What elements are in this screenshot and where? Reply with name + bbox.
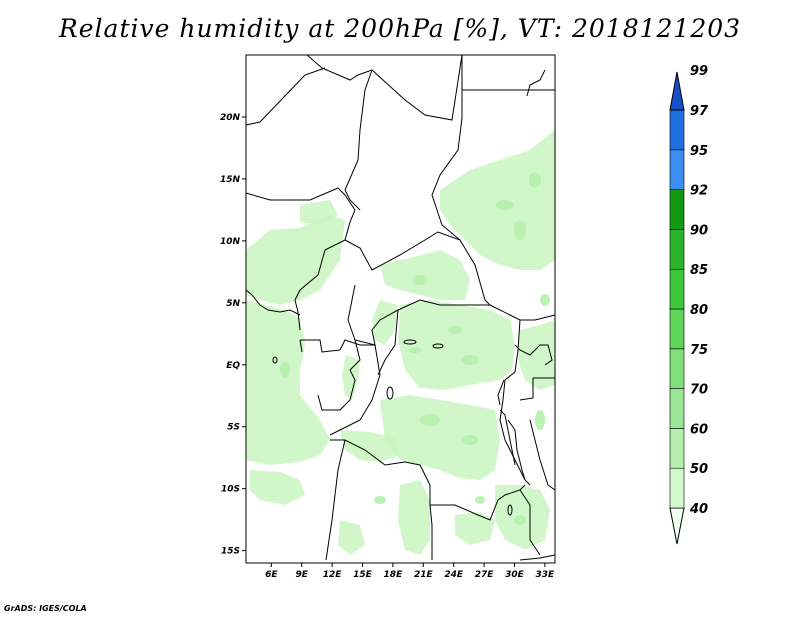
humidity-area [372,300,398,345]
humidity-area [398,300,515,390]
humidity-area [250,470,305,505]
lat-tick-label: 20N [220,113,241,123]
map-title: Relative humidity at 200hPa [%], VT: 201… [58,14,742,43]
map-frame [245,54,556,564]
humidity-area [340,430,400,462]
colorbar-label: 50 [690,462,708,477]
lon-tick-label: 12E [323,570,343,580]
colorbar-segment [669,189,685,230]
colorbar-segment [669,268,685,310]
lat-tick-label: 5S [227,423,240,433]
lat-tick-label: 10N [220,237,241,247]
humidity-patch [462,435,478,445]
country-borders [245,54,556,561]
humidity-area [380,395,500,480]
lon-tick-label: 33E [536,570,556,580]
colorbar-label: 75 [690,343,708,358]
lon-tick-label: 9E [296,570,309,580]
humidity-area [300,200,338,225]
lat-tick-label: EQ [226,361,240,371]
humidity-area [380,250,470,300]
colorbar-segment [669,428,685,469]
humidity-patch [540,294,550,306]
lat-tick-label: 5N [226,299,240,309]
humidity-patch [461,355,479,365]
colorbar-label: 60 [690,422,708,437]
colorbar-label: 85 [690,263,708,278]
lakes [272,339,513,516]
colorbar: 40 50 60 70 75 80 85 90 92 95 97 99 [669,64,709,545]
colorbar-label: 40 [689,502,708,517]
colorbar-segment [669,507,685,545]
humidity-patch [412,275,428,285]
lat-tick-label: 15S [221,547,240,557]
colorbar-label: 99 [690,64,708,79]
humidity-field [246,130,555,555]
humidity-patch [529,172,541,188]
humidity-patch [514,515,526,525]
lon-tick-label: 18E [384,570,404,580]
humidity-area [518,320,555,390]
humidity-area [246,300,330,465]
colorbar-segment [669,109,685,151]
colorbar-segment [669,229,685,270]
colorbar-label: 90 [690,223,708,238]
colorbar-segment [669,348,685,389]
colorbar-label: 80 [690,303,708,318]
humidity-area [342,355,360,400]
grads-credit: GrADS: IGES/COLA [4,604,87,613]
colorbar-label: 70 [690,383,708,398]
humidity-patch [448,326,462,334]
colorbar-segment [669,71,685,111]
colorbar-label: 92 [690,184,708,199]
humidity-patch [514,220,526,240]
lat-tick-label: 15N [220,175,241,185]
longitude-axis: 6E 9E 12E 15E 18E 21E 24E 27E 30E 33E [265,563,555,580]
colorbar-segment [669,388,685,429]
lon-tick-label: 30E [505,570,525,580]
humidity-patch [409,347,421,353]
humidity-patch [280,362,290,378]
humidity-area [398,480,430,555]
humidity-patch [420,414,440,426]
lon-tick-label: 27E [475,570,495,580]
humidity-patch [374,496,386,504]
colorbar-label: 95 [690,144,708,159]
humidity-patch [535,410,545,430]
lon-tick-label: 6E [265,570,278,580]
humidity-area [246,215,345,305]
humidity-patch [496,200,514,210]
colorbar-segment [669,308,685,350]
humidity-patch [475,496,485,504]
lon-tick-label: 21E [414,570,434,580]
lon-tick-label: 15E [353,570,373,580]
lat-tick-label: 10S [221,485,240,495]
latitude-axis: 20N 15N 10N 5N EQ 5S 10S 15S [220,113,246,557]
lon-tick-label: 24E [444,570,464,580]
colorbar-segment [669,149,685,190]
humidity-area [440,130,555,270]
humidity-area [338,520,365,555]
colorbar-segment [669,467,685,509]
colorbar-label: 97 [690,104,709,119]
humidity-area [455,512,495,545]
